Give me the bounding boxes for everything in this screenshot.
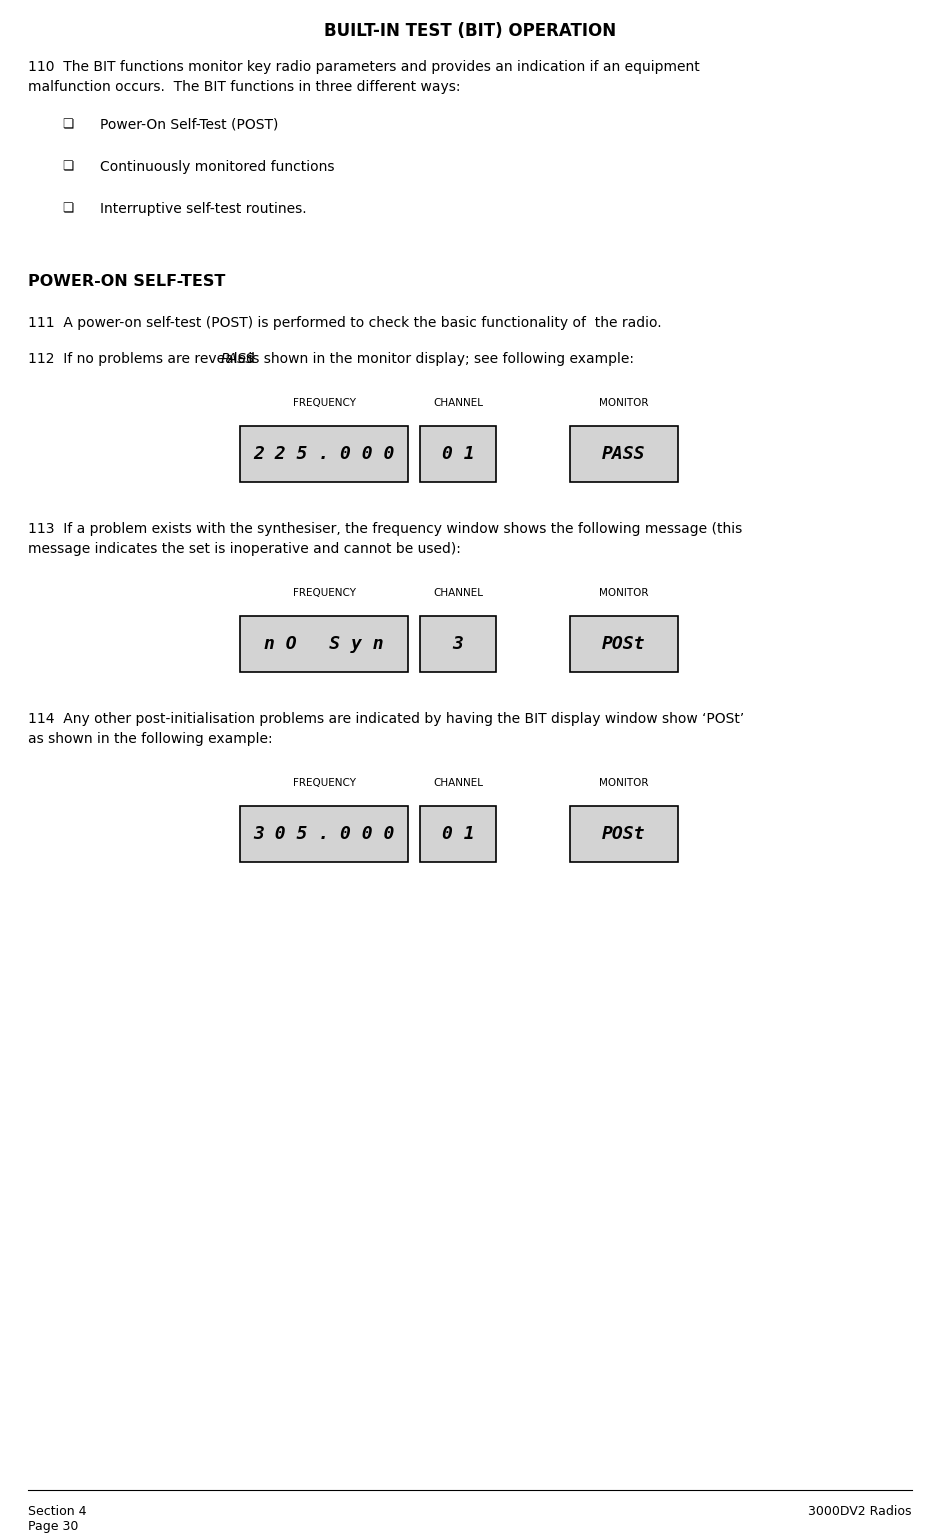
FancyBboxPatch shape [570, 616, 678, 673]
Text: 3 0 5 . 0 0 0: 3 0 5 . 0 0 0 [253, 825, 395, 843]
Text: CHANNEL: CHANNEL [433, 588, 483, 598]
Text: Section 4: Section 4 [28, 1505, 86, 1518]
Text: message indicates the set is inoperative and cannot be used):: message indicates the set is inoperative… [28, 542, 461, 556]
Text: Interruptive self-test routines.: Interruptive self-test routines. [100, 203, 306, 217]
Text: 110  The BIT functions monitor key radio parameters and provides an indication i: 110 The BIT functions monitor key radio … [28, 60, 699, 74]
Text: as shown in the following example:: as shown in the following example: [28, 733, 273, 746]
Text: CHANNEL: CHANNEL [433, 779, 483, 788]
Text: 0 1: 0 1 [442, 825, 475, 843]
Text: 3: 3 [452, 634, 463, 653]
FancyBboxPatch shape [420, 425, 496, 482]
Text: MONITOR: MONITOR [600, 398, 649, 409]
Text: POSt: POSt [603, 825, 646, 843]
Text: 113  If a problem exists with the synthesiser, the frequency window shows the fo: 113 If a problem exists with the synthes… [28, 522, 743, 536]
Text: 0 1: 0 1 [442, 445, 475, 462]
Text: POSt: POSt [603, 634, 646, 653]
Text: BUILT-IN TEST (BIT) OPERATION: BUILT-IN TEST (BIT) OPERATION [324, 22, 616, 40]
Text: malfunction occurs.  The BIT functions in three different ways:: malfunction occurs. The BIT functions in… [28, 80, 461, 94]
Text: 111  A power-on self-test (POST) is performed to check the basic functionality o: 111 A power-on self-test (POST) is perfo… [28, 316, 662, 330]
FancyBboxPatch shape [240, 425, 408, 482]
Text: MONITOR: MONITOR [600, 779, 649, 788]
FancyBboxPatch shape [570, 806, 678, 862]
Text: ❏: ❏ [62, 118, 73, 131]
Text: 114  Any other post-initialisation problems are indicated by having the BIT disp: 114 Any other post-initialisation proble… [28, 713, 744, 727]
Text: FREQUENCY: FREQUENCY [292, 588, 355, 598]
Text: POWER-ON SELF-TEST: POWER-ON SELF-TEST [28, 273, 226, 289]
Text: PASS: PASS [221, 352, 255, 366]
Text: Power-On Self-Test (POST): Power-On Self-Test (POST) [100, 118, 278, 132]
Text: is shown in the monitor display; see following example:: is shown in the monitor display; see fol… [244, 352, 634, 366]
Text: 112  If no problems are revealed: 112 If no problems are revealed [28, 352, 259, 366]
Text: MONITOR: MONITOR [600, 588, 649, 598]
FancyBboxPatch shape [240, 616, 408, 673]
Text: ❏: ❏ [62, 160, 73, 174]
FancyBboxPatch shape [420, 616, 496, 673]
Text: PASS: PASS [603, 445, 646, 462]
Text: n O   S y n: n O S y n [264, 634, 384, 653]
Text: 3000DV2 Radios: 3000DV2 Radios [808, 1505, 912, 1518]
FancyBboxPatch shape [420, 806, 496, 862]
FancyBboxPatch shape [240, 806, 408, 862]
Text: ❏: ❏ [62, 203, 73, 215]
Text: FREQUENCY: FREQUENCY [292, 398, 355, 409]
FancyBboxPatch shape [570, 425, 678, 482]
Text: Continuously monitored functions: Continuously monitored functions [100, 160, 335, 174]
Text: FREQUENCY: FREQUENCY [292, 779, 355, 788]
Text: CHANNEL: CHANNEL [433, 398, 483, 409]
Text: 2 2 5 . 0 0 0: 2 2 5 . 0 0 0 [253, 445, 395, 462]
Text: Page 30: Page 30 [28, 1521, 78, 1533]
